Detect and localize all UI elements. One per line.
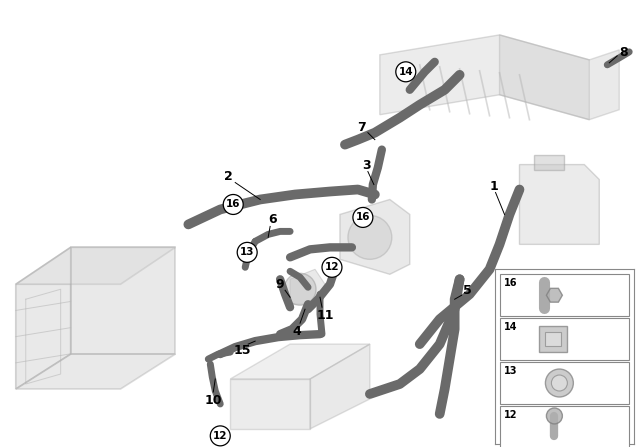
Bar [545,332,561,346]
Text: 4: 4 [292,325,301,338]
Text: 5: 5 [463,284,472,297]
Text: 7: 7 [358,121,366,134]
Circle shape [547,408,563,424]
Polygon shape [16,247,70,389]
Polygon shape [534,155,564,169]
Text: 479590: 479590 [543,437,586,447]
Bar [500,406,629,448]
Text: 14: 14 [504,322,517,332]
Polygon shape [310,344,370,429]
Polygon shape [520,164,599,244]
Circle shape [284,273,316,305]
Text: 12: 12 [324,263,339,272]
Circle shape [237,242,257,263]
Text: 16: 16 [504,278,517,288]
Text: 15: 15 [234,344,251,357]
Polygon shape [230,344,370,379]
Text: 13: 13 [240,247,255,257]
Bar [540,326,568,352]
Circle shape [545,369,573,397]
Polygon shape [16,247,175,284]
Polygon shape [500,35,620,120]
Polygon shape [70,247,175,354]
Text: 12: 12 [213,431,227,441]
Text: 12: 12 [504,410,517,420]
Text: 11: 11 [316,309,333,322]
Text: 16: 16 [226,199,241,210]
Text: 13: 13 [504,366,517,376]
Circle shape [322,257,342,277]
Text: 6: 6 [268,213,276,226]
Text: 1: 1 [489,180,498,193]
Polygon shape [230,379,310,429]
Text: 3: 3 [363,159,371,172]
Circle shape [223,194,243,215]
Circle shape [396,62,416,82]
Text: 8: 8 [619,46,628,60]
Text: 14: 14 [399,67,413,77]
Bar [500,362,629,404]
Bar [500,318,629,360]
Circle shape [348,215,392,259]
Circle shape [552,375,568,391]
Polygon shape [340,199,410,274]
Polygon shape [290,269,325,304]
Polygon shape [380,35,589,120]
Polygon shape [16,354,175,389]
Bar [500,274,629,316]
Text: 2: 2 [224,170,232,183]
Polygon shape [547,289,563,302]
Text: 16: 16 [356,212,370,223]
Circle shape [211,426,230,446]
Text: 10: 10 [205,395,222,408]
Text: 9: 9 [276,278,284,291]
Circle shape [353,207,373,228]
